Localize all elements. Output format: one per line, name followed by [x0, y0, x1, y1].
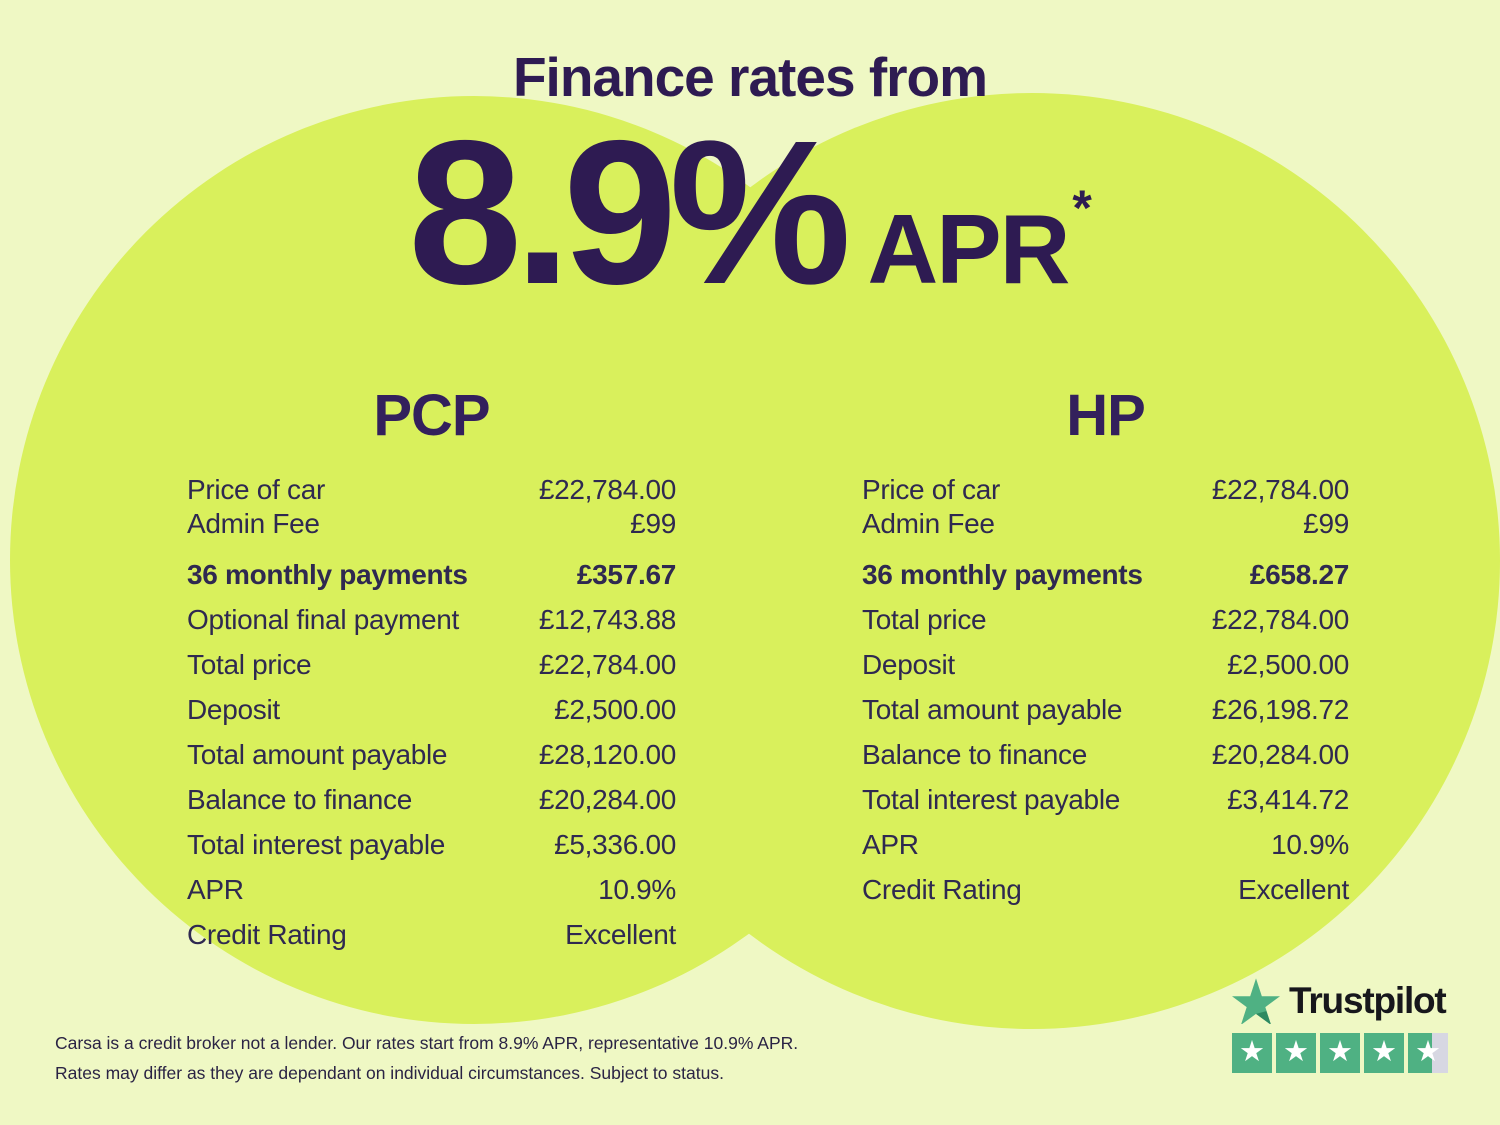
finance-row: Admin Fee £99	[187, 507, 676, 541]
finance-row-label: Total amount payable	[862, 694, 1123, 725]
finance-row-label: Admin Fee	[862, 508, 995, 539]
finance-row-label: Total interest payable	[862, 784, 1121, 815]
trustpilot-rating-star-partial-icon: ★	[1408, 1033, 1448, 1073]
finance-row: APR 10.9%	[862, 822, 1349, 867]
finance-row: Balance to finance £20,284.00	[862, 732, 1349, 777]
headline-rate-suffix: APR	[867, 194, 1070, 304]
finance-row-label: Admin Fee	[187, 508, 320, 539]
finance-row-label: Total price	[862, 604, 987, 635]
finance-row-value: Excellent	[1238, 874, 1349, 905]
disclaimer-line-2: Rates may differ as they are dependant o…	[55, 1063, 724, 1083]
finance-row: Price of car £22,784.00	[187, 473, 676, 507]
finance-row-value: £2,500.00	[554, 694, 676, 725]
finance-row: Deposit £2,500.00	[187, 687, 676, 732]
trustpilot-rating-star-icon: ★	[1276, 1033, 1316, 1073]
finance-row-label: Credit Rating	[862, 874, 1022, 905]
finance-row-value: £20,284.00	[1211, 739, 1349, 770]
hp-rows: Price of car £22,784.00 Admin Fee £99 36 mon…	[862, 473, 1349, 912]
finance-row-value: £20,284.00	[538, 784, 676, 815]
trustpilot-rating-star-icon: ★	[1232, 1033, 1272, 1073]
finance-row-label: Deposit	[862, 649, 955, 680]
finance-row: Total interest payable £3,414.72	[862, 777, 1349, 822]
disclaimer-line-1: Carsa is a credit broker not a lender. O…	[55, 1033, 799, 1053]
finance-row-label: Balance to finance	[187, 784, 412, 815]
finance-row-value: 10.9%	[598, 874, 676, 905]
finance-row-label: Price of car	[862, 474, 1000, 505]
trustpilot-brand-label: Trustpilot	[1289, 980, 1447, 1021]
finance-row-label: Total price	[187, 649, 312, 680]
finance-row: Total interest payable £5,336.00	[187, 822, 676, 867]
finance-row-value: £22,784.00	[1211, 604, 1349, 635]
trustpilot-widget: Trustpilot ★ ★ ★ ★ ★	[1232, 978, 1450, 1073]
trustpilot-star-icon	[1232, 978, 1280, 1024]
finance-row: APR 10.9%	[187, 867, 676, 912]
finance-row: Balance to finance £20,284.00	[187, 777, 676, 822]
trustpilot-logo: Trustpilot	[1232, 978, 1450, 1024]
finance-row-value: £5,336.00	[554, 829, 676, 860]
finance-row-value: £26,198.72	[1211, 694, 1349, 725]
finance-row-label: 36 monthly payments	[187, 559, 468, 590]
finance-row-label: Deposit	[187, 694, 280, 725]
finance-row: Admin Fee £99	[862, 507, 1349, 541]
finance-row-label: APR	[187, 874, 244, 905]
star-glyph: ★	[1283, 1035, 1309, 1068]
finance-row-value: 10.9%	[1271, 829, 1349, 860]
finance-row-value: £99	[1303, 508, 1349, 539]
finance-row-label: Total interest payable	[187, 829, 446, 860]
finance-row-value: Excellent	[565, 919, 676, 950]
finance-row: Total amount payable £26,198.72	[862, 687, 1349, 732]
star-glyph: ★	[1371, 1035, 1397, 1068]
finance-row: Credit Rating Excellent	[187, 912, 676, 957]
trustpilot-rating-stars: ★ ★ ★ ★ ★	[1232, 1033, 1450, 1073]
finance-row: Total price £22,784.00	[862, 597, 1349, 642]
finance-row: Total amount payable £28,120.00	[187, 732, 676, 777]
finance-row-value: £357.67	[576, 559, 676, 590]
finance-row: 36 monthly payments £658.27	[862, 552, 1349, 597]
finance-row-value: £28,120.00	[538, 739, 676, 770]
trustpilot-rating-star-icon: ★	[1364, 1033, 1404, 1073]
finance-row-value: £12,743.88	[538, 604, 676, 635]
hp-column-title: HP	[1066, 383, 1146, 448]
trustpilot-rating-star-icon: ★	[1320, 1033, 1360, 1073]
finance-row: Credit Rating Excellent	[862, 867, 1349, 912]
finance-row-value: £3,414.72	[1227, 784, 1349, 815]
finance-row-label: Credit Rating	[187, 919, 347, 950]
finance-row: Deposit £2,500.00	[862, 642, 1349, 687]
finance-row-value: £22,784.00	[538, 649, 676, 680]
star-glyph: ★	[1239, 1035, 1265, 1068]
finance-row-label: Balance to finance	[862, 739, 1087, 770]
pcp-rows: Price of car £22,784.00 Admin Fee £99 36 mon…	[187, 473, 676, 957]
page-title: Finance rates from	[512, 46, 988, 108]
finance-row-label: Total amount payable	[187, 739, 448, 770]
finance-row-label: APR	[862, 829, 919, 860]
finance-row-label: 36 monthly payments	[862, 559, 1143, 590]
finance-row-value: £658.27	[1249, 559, 1349, 590]
finance-row: 36 monthly payments £357.67	[187, 552, 676, 597]
finance-row-label: Price of car	[187, 474, 325, 505]
finance-row: Optional final payment £12,743.88	[187, 597, 676, 642]
finance-row: Total price £22,784.00	[187, 642, 676, 687]
finance-row-value: £22,784.00	[538, 474, 676, 505]
headline-asterisk: *	[1072, 180, 1092, 236]
star-glyph: ★	[1327, 1035, 1353, 1068]
disclaimer-text: Carsa is a credit broker not a lender. O…	[55, 1028, 798, 1088]
finance-row: Price of car £22,784.00	[862, 473, 1349, 507]
star-glyph: ★	[1415, 1035, 1441, 1068]
pcp-column-title: PCP	[373, 383, 490, 448]
headline-rate: 8.9% APR*	[0, 110, 1500, 315]
finance-row-value: £2,500.00	[1227, 649, 1349, 680]
background-circle-right	[564, 93, 1500, 1029]
headline-rate-value: 8.9%	[408, 98, 851, 327]
finance-row-value: £99	[630, 508, 676, 539]
hp-column: HP Price of car £22,784.00 Admin Fee £99 36 …	[862, 382, 1349, 912]
finance-row-value: £22,784.00	[1211, 474, 1349, 505]
finance-row-label: Optional final payment	[187, 604, 460, 635]
pcp-column: PCP Price of car £22,784.00 Admin Fee £99 36…	[187, 382, 676, 957]
